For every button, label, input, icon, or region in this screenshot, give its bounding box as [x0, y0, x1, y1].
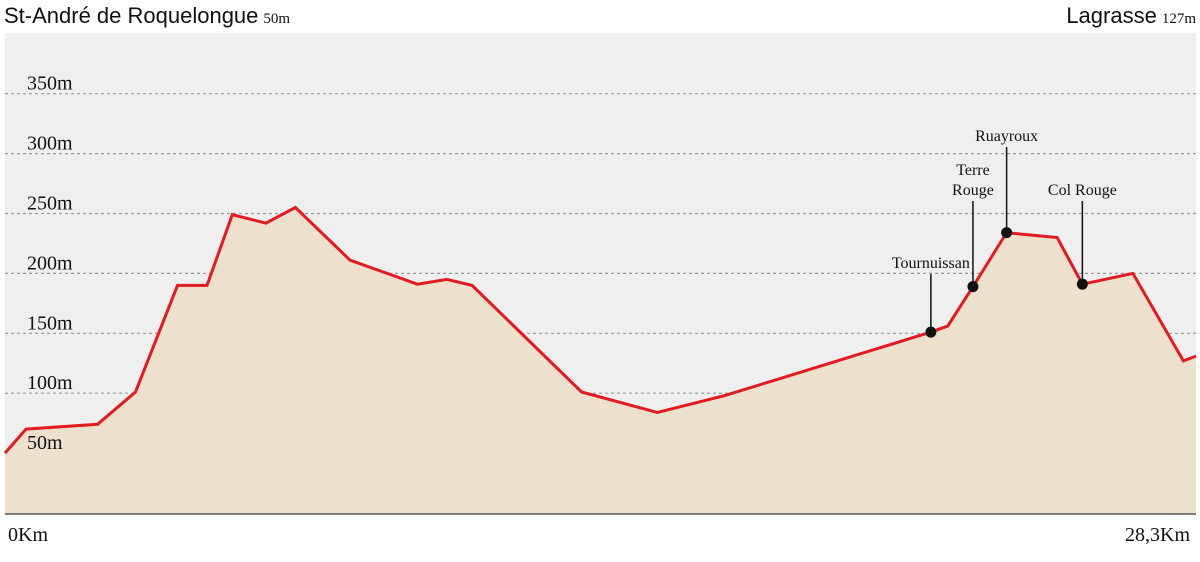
points-of-interest: Tournuissan Terre Rouge Ruayroux Col Rouge — [892, 128, 1117, 338]
poi-label: Rouge — [952, 182, 994, 199]
poi-marker — [1076, 278, 1088, 290]
y-tick-label: 100m — [27, 372, 73, 394]
y-tick-label: 50m — [27, 432, 63, 454]
poi-marker — [967, 281, 979, 293]
y-tick-label: 200m — [27, 252, 73, 274]
y-tick-label: 250m — [27, 193, 73, 215]
poi-label: Ruayroux — [975, 128, 1038, 145]
poi-label: Tournuissan — [892, 255, 970, 272]
poi-label: Col Rouge — [1048, 182, 1117, 199]
end-title: Lagrasse 127m — [1066, 3, 1196, 29]
x-start-label: 0Km — [8, 524, 48, 546]
end-altitude: 127m — [1161, 11, 1196, 27]
y-tick-label: 300m — [27, 133, 73, 155]
start-altitude: 50m — [263, 11, 291, 27]
poi-col-rouge: Col Rouge — [1048, 182, 1117, 290]
poi-tournuissan: Tournuissan — [892, 255, 970, 338]
poi-terre-rouge: Terre Rouge — [952, 162, 994, 293]
poi-label: Terre — [956, 162, 990, 179]
poi-marker — [925, 326, 937, 338]
start-name: St-André de Roquelongue — [4, 3, 259, 28]
elevation-area — [5, 207, 1196, 514]
y-tick-label: 150m — [27, 312, 73, 334]
end-name: Lagrasse — [1066, 3, 1157, 28]
y-tick-label: 350m — [27, 73, 73, 95]
poi-marker — [1001, 227, 1013, 239]
x-end-label: 28,3Km — [1125, 524, 1190, 546]
start-title: St-André de Roquelongue 50m — [4, 3, 290, 29]
elevation-line — [3, 205, 1197, 455]
y-axis-ticks: 50m 100m 150m 200m 250m 300m 350m — [27, 73, 73, 454]
poi-ruayroux: Ruayroux — [975, 128, 1038, 239]
